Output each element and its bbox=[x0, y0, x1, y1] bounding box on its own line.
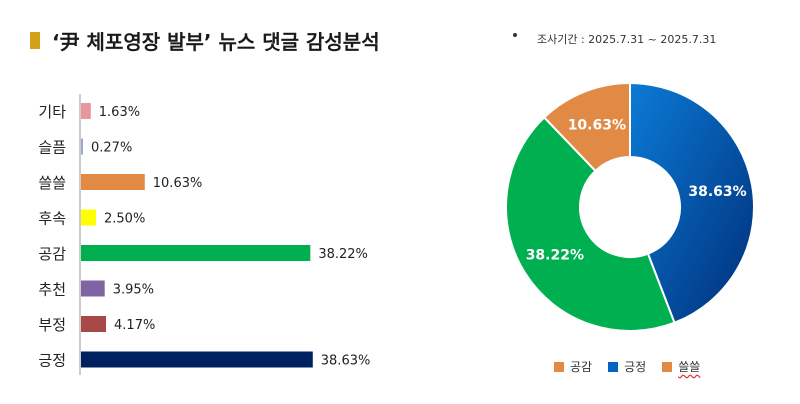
bar bbox=[81, 209, 96, 226]
legend-item: 쓸쓸 bbox=[662, 358, 700, 375]
legend-item: 공감 bbox=[554, 358, 592, 375]
bar bbox=[81, 138, 83, 155]
bar bbox=[81, 174, 145, 190]
legend-label: 긍정 bbox=[624, 360, 647, 374]
bar-value-label: 0.27% bbox=[91, 141, 132, 156]
legend-swatch bbox=[554, 361, 564, 372]
bar-category-label: 슬픔 bbox=[38, 139, 66, 157]
bar-category-label: 후속 bbox=[38, 210, 66, 228]
donut-legend: 공감 긍정 쓸쓸 bbox=[554, 358, 700, 375]
bar bbox=[81, 351, 313, 368]
bar-value-label: 10.63% bbox=[153, 176, 203, 191]
bar-value-label: 38.22% bbox=[318, 247, 368, 262]
bar-value-label: 38.63% bbox=[321, 354, 371, 369]
survey-period: 조사기간 : 2025.7.31 ~ 2025.7.31 bbox=[537, 33, 717, 46]
donut-value-label: 38.63% bbox=[688, 184, 746, 200]
page-title: ‘尹 체포영장 발부’ 뉴스 댓글 감성분석 bbox=[52, 30, 380, 54]
legend-label: 공감 bbox=[570, 360, 593, 374]
donut-slice bbox=[629, 81, 755, 325]
donut-slice bbox=[505, 116, 676, 332]
bar-category-label: 쓸쓸 bbox=[38, 174, 66, 192]
bar-category-label: 긍정 bbox=[38, 352, 66, 370]
donut-slice bbox=[542, 81, 631, 173]
legend-swatch bbox=[608, 361, 619, 372]
bar bbox=[81, 245, 311, 261]
survey-bullet bbox=[513, 33, 517, 37]
bar-value-label: 2.50% bbox=[104, 212, 145, 227]
donut-value-label: 10.63% bbox=[568, 117, 626, 133]
title-marker bbox=[30, 32, 40, 49]
bar-category-label: 기타 bbox=[38, 103, 66, 121]
legend-item: 긍정 bbox=[608, 358, 646, 375]
donut-value-label: 38.22% bbox=[526, 248, 584, 264]
bar bbox=[81, 316, 107, 332]
bar bbox=[81, 280, 105, 297]
legend-label: 쓸쓸 bbox=[678, 360, 701, 374]
bar-category-label: 공감 bbox=[38, 245, 66, 263]
legend-swatch bbox=[662, 361, 673, 372]
bar-value-label: 4.17% bbox=[114, 318, 155, 333]
bar-category-label: 부정 bbox=[38, 316, 66, 334]
bar bbox=[81, 103, 91, 119]
bar-value-label: 1.63% bbox=[99, 105, 140, 120]
bar-category-label: 추천 bbox=[38, 281, 66, 299]
bar-value-label: 3.95% bbox=[113, 283, 154, 298]
